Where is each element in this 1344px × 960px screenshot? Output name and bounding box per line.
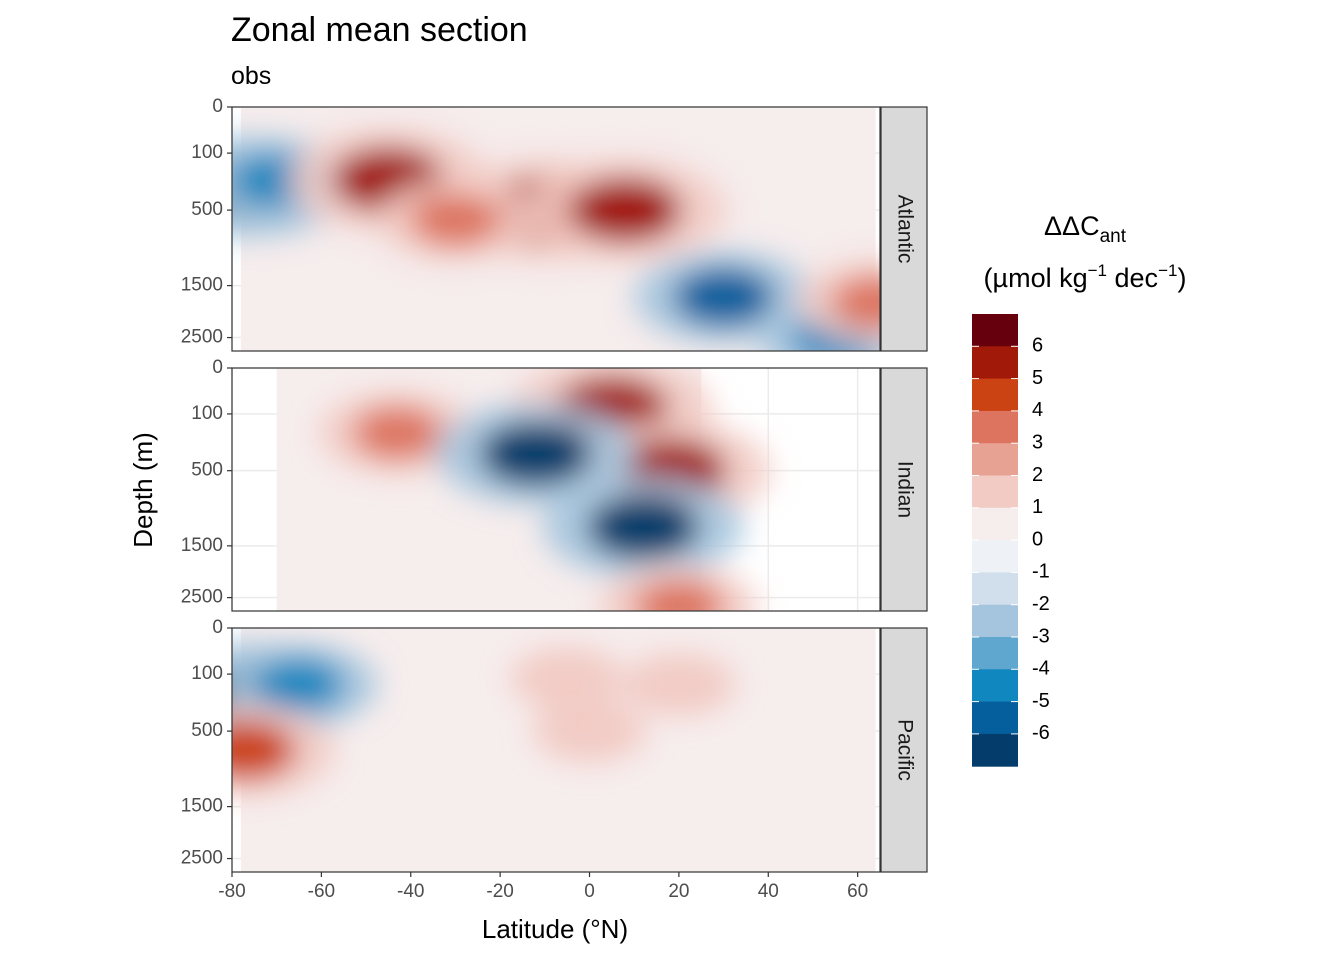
y-tick-label: 1500 [181, 535, 223, 556]
panel-indian: Indian 0 100 500 1500 2500 [181, 357, 928, 612]
legend-swatch [972, 572, 1018, 606]
feature-core [569, 178, 682, 243]
feature-core [353, 406, 442, 459]
legend-label: -5 [1032, 690, 1050, 712]
legend-label: 6 [1032, 335, 1043, 357]
x-tick-label: -20 [486, 881, 513, 902]
legend-label: -4 [1032, 658, 1050, 680]
data-field [232, 628, 876, 872]
legend-swatch [972, 378, 1018, 412]
y-axis-title: Depth (m) [128, 432, 158, 548]
legend: ΔΔCant (µmol kg−1 dec−1) 6543210-1-2-3-4… [972, 211, 1186, 767]
data-field [276, 368, 771, 611]
legend-title: ΔΔCant [1044, 211, 1127, 247]
panel-pacific: Pacific 0 100 500 1500 2500 [181, 617, 928, 873]
chart-subtitle: obs [231, 62, 271, 90]
legend-title-sub: ant [1100, 226, 1127, 247]
panel-atlantic: Atlantic 0 100 500 1500 2500 [181, 96, 928, 352]
y-tick-label: 100 [191, 663, 223, 684]
legend-label: 2 [1032, 464, 1043, 486]
feature-core [232, 721, 296, 779]
legend-swatch [972, 410, 1018, 444]
legend-label: 0 [1032, 528, 1043, 550]
legend-label: 4 [1032, 399, 1043, 421]
y-tick-label: 2500 [181, 327, 223, 348]
legend-swatch [972, 637, 1018, 670]
field-features [232, 128, 880, 351]
x-axis-title: Latitude (°N) [482, 914, 628, 944]
legend-title-main: ΔΔC [1044, 211, 1100, 241]
facet-strip [880, 367, 928, 612]
x-tick-label: 60 [847, 881, 868, 902]
x-tick-label: 40 [758, 881, 779, 902]
y-tick-label: 1500 [181, 275, 223, 296]
x-tick-label: -60 [308, 881, 335, 902]
x-tick-label: 20 [668, 881, 689, 902]
feature-core [634, 580, 723, 611]
panels: Atlantic 0 100 500 1500 2500 Indian 0 100 500 1500… [181, 96, 928, 873]
legend-unit-mid: dec [1107, 263, 1158, 293]
feature-core [587, 495, 700, 560]
data-field [232, 107, 880, 351]
feature-core [479, 421, 592, 486]
legend-swatch [972, 701, 1018, 735]
facet-label: Pacific [893, 719, 916, 781]
y-tick-label: 500 [191, 720, 223, 741]
feature-core [411, 193, 500, 246]
y-tick-label: 2500 [181, 848, 223, 869]
y-tick-label: 0 [212, 96, 223, 117]
legend-unit-exp1: −1 [1088, 261, 1107, 280]
facet-label: Atlantic [893, 195, 916, 264]
legend-label: -6 [1032, 722, 1050, 744]
y-tick-label: 1500 [181, 796, 223, 817]
legend-swatch [972, 443, 1018, 476]
y-tick-label: 500 [191, 199, 223, 220]
legend-swatch [972, 475, 1018, 509]
feature-core [646, 664, 711, 705]
legend-label: 5 [1032, 367, 1043, 389]
legend-label: 1 [1032, 496, 1043, 518]
feature-core [673, 268, 774, 327]
panel-border [231, 627, 881, 873]
feature-core [255, 658, 344, 711]
legend-label: 3 [1032, 431, 1043, 453]
legend-unit-suffix: ) [1177, 263, 1186, 293]
legend-label: -2 [1032, 593, 1050, 615]
y-tick-label: 100 [191, 142, 223, 163]
legend-label: -3 [1032, 625, 1050, 647]
y-tick-label: 100 [191, 403, 223, 424]
y-tick-label: 0 [212, 617, 223, 638]
panel-border [231, 106, 881, 352]
panel-border [231, 367, 881, 612]
y-tick-label: 500 [191, 460, 223, 481]
facet-strip [880, 106, 928, 352]
x-tick-label: -80 [218, 881, 245, 902]
facet-label: Indian [893, 461, 916, 518]
legend-unit-exp2: −1 [1158, 261, 1177, 280]
legend-label: -1 [1032, 561, 1050, 583]
x-tick-label: -40 [397, 881, 424, 902]
y-tick-label: 0 [212, 357, 223, 378]
legend-swatch [972, 669, 1018, 703]
x-tick-label: 0 [584, 881, 595, 902]
feature-core [557, 711, 622, 752]
field-features [318, 368, 771, 611]
legend-unit-prefix: (µmol kg [984, 263, 1088, 293]
legend-swatch [972, 733, 1018, 767]
legend-swatches: 6 5 4 3 2 1 0 -1 -2 -3 -4 -5 -6 [972, 314, 1050, 767]
feature-core [535, 658, 600, 699]
y-tick-label: 2500 [181, 587, 223, 608]
legend-swatch [972, 314, 1018, 347]
legend-swatch [972, 507, 1018, 541]
legend-unit: (µmol kg−1 dec−1) [984, 261, 1187, 293]
legend-swatch [972, 346, 1018, 380]
feature-core [831, 276, 880, 329]
facet-strip [880, 627, 928, 873]
legend-swatch [972, 604, 1018, 638]
field-features [232, 642, 737, 797]
legend-swatch [972, 540, 1018, 573]
chart-title: Zonal mean section [231, 11, 528, 49]
x-axis: -80 -60 -40 -20 0 20 40 60 [218, 872, 868, 902]
